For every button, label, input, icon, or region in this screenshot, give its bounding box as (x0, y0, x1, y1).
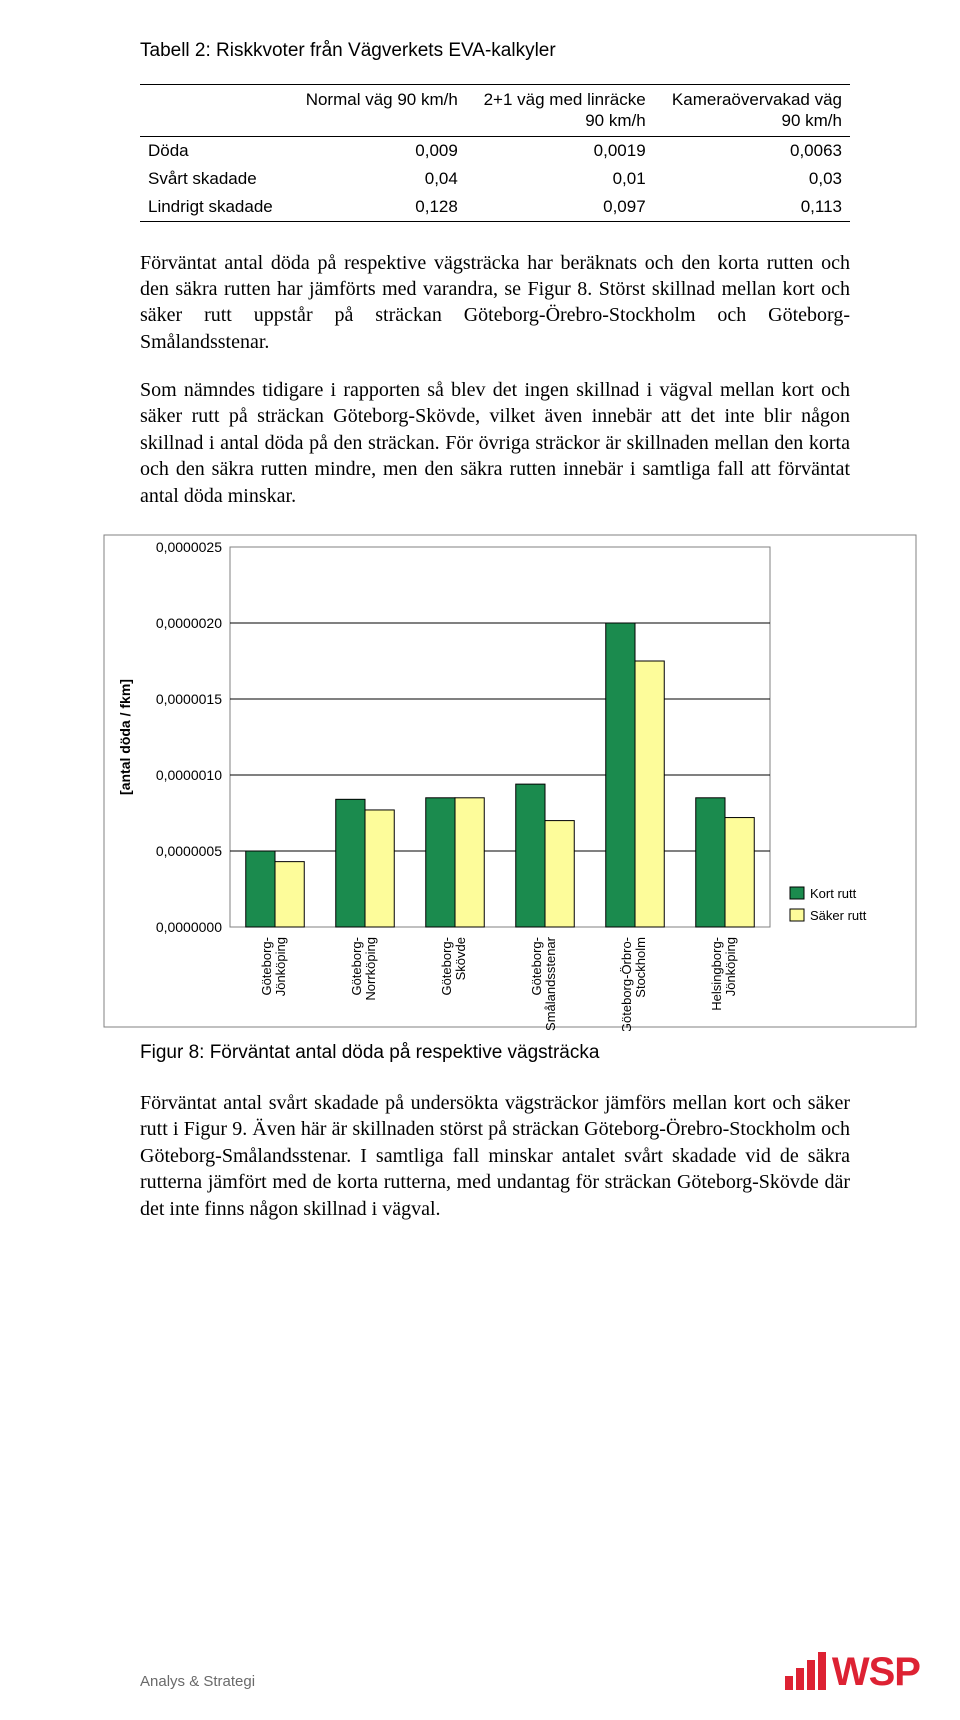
table-row: Döda0,0090,00190,0063 (140, 136, 850, 165)
table-cell: 0,03 (654, 165, 850, 193)
table-cell: 0,0019 (466, 136, 654, 165)
logo-text: WSP (832, 1654, 920, 1690)
logo-bars-icon (785, 1652, 826, 1690)
paragraph-2: Som nämndes tidigare i rapporten så blev… (140, 377, 850, 509)
svg-text:Kort rutt: Kort rutt (810, 886, 857, 901)
svg-text:Stockholm: Stockholm (633, 937, 648, 998)
svg-text:Smålandsstenar: Smålandsstenar (543, 936, 558, 1031)
svg-text:0,0000015: 0,0000015 (156, 691, 222, 707)
paragraph-1: Förväntat antal döda på respektive vägst… (140, 250, 850, 356)
svg-text:0,0000000: 0,0000000 (156, 919, 222, 935)
svg-text:Skövde: Skövde (453, 937, 468, 980)
table-cell: 0,0063 (654, 136, 850, 165)
table-cell: 0,128 (288, 193, 465, 222)
table-cell: 0,04 (288, 165, 465, 193)
table-cell: 0,01 (466, 165, 654, 193)
svg-text:Säker rutt: Säker rutt (810, 908, 867, 923)
th-1: Normal väg 90 km/h (288, 85, 465, 137)
table-cell: 0,097 (466, 193, 654, 222)
footer-text: Analys & Strategi (140, 1673, 255, 1690)
svg-text:Jönköping: Jönköping (723, 937, 738, 996)
table-row: Svårt skadade0,040,010,03 (140, 165, 850, 193)
svg-text:Göteborg-Örbro-: Göteborg-Örbro- (619, 937, 634, 1031)
wsp-logo: WSP (785, 1652, 920, 1690)
table-row: Lindrigt skadade0,1280,0970,113 (140, 193, 850, 222)
svg-text:Norrköping: Norrköping (363, 937, 378, 1001)
bar-chart: 0,0000000 0,0000005 0,0000010 0,0000015 0,00… (100, 531, 850, 1036)
svg-text:[antal döda / fkm]: [antal döda / fkm] (117, 679, 133, 795)
svg-text:0,0000005: 0,0000005 (156, 843, 222, 859)
svg-text:Göteborg-: Göteborg- (439, 937, 454, 996)
svg-text:0,0000025: 0,0000025 (156, 539, 222, 555)
svg-text:0,0000010: 0,0000010 (156, 767, 222, 783)
table-cell: Lindrigt skadade (140, 193, 288, 222)
svg-text:Göteborg-: Göteborg- (349, 937, 364, 996)
table-cell: Svårt skadade (140, 165, 288, 193)
table-cell: 0,009 (288, 136, 465, 165)
th-3: Kameraövervakad väg90 km/h (654, 85, 850, 137)
th-2: 2+1 väg med linräcke90 km/h (466, 85, 654, 137)
th-0 (140, 85, 288, 137)
figure-caption: Figur 8: Förväntat antal döda på respekt… (140, 1042, 850, 1064)
table-cell: Döda (140, 136, 288, 165)
svg-text:Göteborg-: Göteborg- (529, 937, 544, 996)
svg-text:0,0000020: 0,0000020 (156, 615, 222, 631)
svg-text:Göteborg-: Göteborg- (259, 937, 274, 996)
table-title: Tabell 2: Riskkvoter från Vägverkets EVA… (140, 40, 850, 62)
paragraph-3: Förväntat antal svårt skadade på undersö… (140, 1090, 850, 1222)
svg-text:Helsingborg-: Helsingborg- (709, 937, 724, 1011)
table-cell: 0,113 (654, 193, 850, 222)
svg-text:Jönköping: Jönköping (273, 937, 288, 996)
risk-table: Normal väg 90 km/h 2+1 väg med linräcke9… (140, 84, 850, 222)
